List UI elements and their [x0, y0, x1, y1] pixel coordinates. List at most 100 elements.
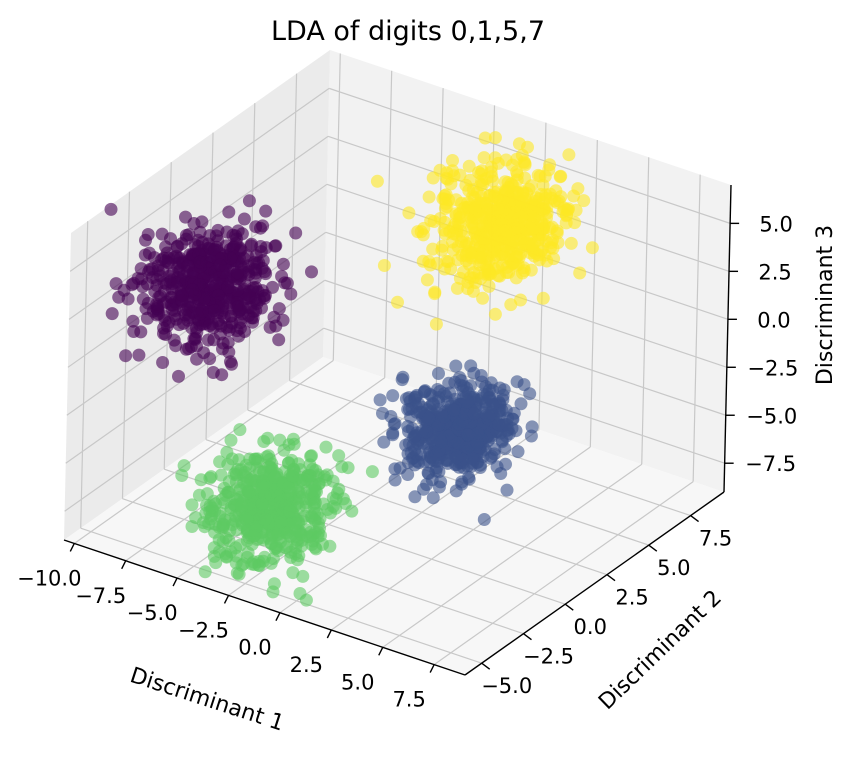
data-point — [139, 233, 152, 247]
data-point — [547, 252, 561, 266]
data-point — [207, 549, 221, 563]
data-point — [479, 232, 493, 246]
data-point — [482, 279, 496, 293]
data-point — [224, 251, 238, 265]
data-point — [510, 241, 524, 255]
data-point — [466, 284, 480, 298]
data-point — [136, 280, 150, 294]
y-tick-label: −5.0 — [481, 674, 532, 698]
data-point — [518, 192, 532, 206]
data-point — [165, 303, 179, 317]
scatter-points — [104, 131, 599, 607]
x-tick-mark — [326, 629, 332, 639]
data-point — [258, 513, 272, 527]
data-point — [237, 212, 251, 226]
data-point — [471, 426, 485, 440]
data-point — [488, 307, 502, 321]
data-point — [245, 557, 259, 571]
data-point — [223, 524, 237, 538]
data-point — [498, 239, 512, 253]
data-point — [272, 302, 286, 316]
data-point — [230, 566, 244, 580]
data-point — [462, 159, 476, 173]
data-point — [474, 167, 488, 181]
data-point — [226, 228, 240, 242]
data-point — [307, 497, 321, 511]
data-point — [420, 273, 434, 287]
data-point — [157, 251, 171, 265]
data-point — [289, 516, 303, 530]
data-point — [185, 283, 199, 297]
data-point — [450, 281, 464, 295]
data-point — [395, 373, 409, 387]
x-tick-label: 5.0 — [341, 670, 374, 694]
data-point — [229, 509, 243, 523]
y-tick-label: 7.5 — [699, 527, 732, 551]
x-tick-mark — [223, 595, 230, 604]
z-tick-label: 0.0 — [757, 308, 790, 332]
data-point — [242, 300, 256, 314]
data-point — [525, 238, 539, 252]
data-point — [256, 219, 270, 233]
grid-line — [433, 481, 694, 666]
data-point — [557, 201, 571, 215]
data-point — [224, 355, 237, 369]
data-point — [229, 541, 243, 555]
data-point — [465, 451, 479, 465]
data-point — [476, 291, 490, 305]
data-point — [211, 223, 225, 237]
data-point — [487, 447, 501, 461]
y-tick-label: 0.0 — [574, 615, 607, 639]
data-point — [514, 293, 527, 307]
data-point — [112, 290, 126, 304]
data-point — [258, 288, 272, 302]
x-tick-label: −10.0 — [17, 566, 81, 590]
data-point — [150, 279, 164, 292]
z-axis-label: Discriminant 3 — [813, 225, 838, 385]
data-point — [272, 333, 286, 347]
data-point — [105, 307, 119, 321]
grid-line — [692, 174, 701, 482]
data-point — [276, 257, 290, 271]
data-point — [231, 266, 244, 280]
data-point — [282, 481, 295, 495]
x-tick-mark — [378, 646, 384, 656]
data-point — [293, 463, 307, 477]
data-point — [461, 395, 474, 409]
data-point — [417, 482, 430, 496]
data-point — [261, 431, 275, 445]
data-point — [509, 259, 523, 273]
data-point — [268, 470, 282, 484]
series-1 — [373, 359, 539, 526]
data-point — [474, 211, 488, 225]
y-tick-mark — [481, 662, 491, 670]
data-point — [222, 205, 236, 219]
data-point — [141, 296, 155, 310]
grid-line — [589, 139, 598, 448]
data-point — [544, 236, 558, 250]
y-axis-line — [464, 491, 725, 676]
data-point — [494, 467, 508, 480]
data-point — [229, 466, 243, 480]
x-tick-label: 7.5 — [392, 688, 425, 712]
grid-line — [80, 221, 89, 529]
grid-line — [332, 53, 341, 361]
x-axis-label: Discriminant 1 — [127, 663, 287, 736]
data-point — [511, 218, 525, 231]
y-tick-mark — [564, 603, 574, 611]
data-point — [504, 298, 518, 312]
data-point — [185, 498, 199, 512]
data-point — [205, 504, 219, 518]
data-point — [429, 317, 443, 331]
x-tick-mark — [429, 664, 435, 673]
data-point — [246, 311, 260, 325]
data-point — [451, 253, 465, 267]
data-point — [341, 461, 355, 475]
data-point — [233, 321, 247, 335]
data-point — [462, 184, 476, 197]
data-point — [472, 251, 486, 265]
data-point — [433, 212, 447, 225]
data-point — [473, 461, 487, 474]
data-point — [467, 366, 481, 380]
y-tick-label: 5.0 — [657, 556, 690, 580]
